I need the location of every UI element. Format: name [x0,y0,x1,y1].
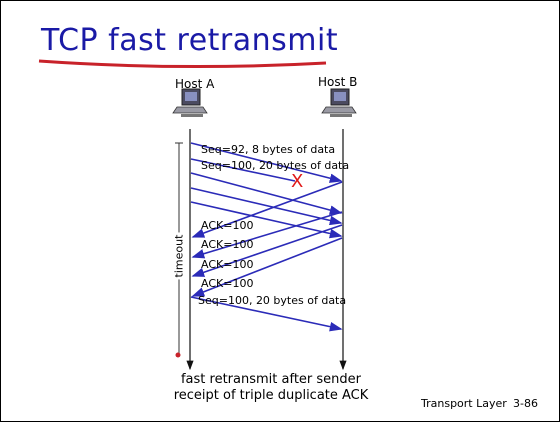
label-retransmit: Seq=100, 20 bytes of data [198,294,347,307]
caption: fast retransmit after sender receipt of … [151,372,391,404]
timeout-label: timeout [172,232,186,280]
host-a-computer-icon [172,88,208,117]
ack-4 [191,237,343,297]
page-number: 3-86 [513,397,538,410]
host-a-label: Host A [175,77,215,91]
segment-3 [190,172,343,215]
segment-seq92 [190,142,343,183]
ack-3 [191,224,343,277]
segment-5 [190,201,343,239]
label-seq100: Seq=100, 20 bytes of data [201,159,350,172]
footer-label: Transport Layer [421,397,507,410]
loss-marker: X [291,171,304,192]
host-b-computer-icon [321,88,357,117]
ack-2 [191,211,343,259]
ack-1 [191,181,343,238]
label-seq92: Seq=92, 8 bytes of data [201,143,336,156]
segment-4 [190,187,343,226]
segment-retransmit [190,296,343,332]
timeout-end-marker [175,352,181,358]
title-underline [38,59,327,69]
caption-line-1: fast retransmit after sender [180,372,362,387]
caption-line-2: receipt of triple duplicate ACK [173,388,369,403]
segment-seq100-lost [190,158,296,182]
slide-title: TCP fast retransmit [41,23,339,58]
label-ack-1: ACK=100 [201,219,254,232]
host-b-label: Host B [318,75,358,89]
label-ack-3: ACK=100 [201,258,254,271]
label-ack-4: ACK=100 [201,277,254,290]
label-ack-2: ACK=100 [201,238,254,251]
